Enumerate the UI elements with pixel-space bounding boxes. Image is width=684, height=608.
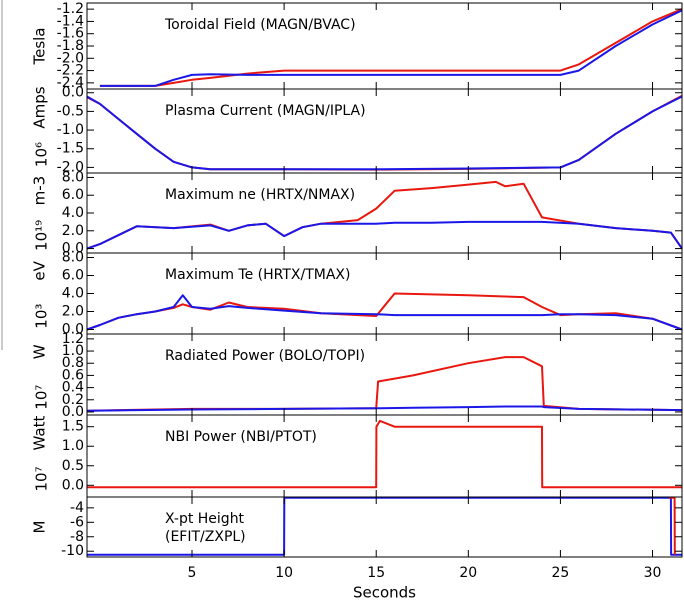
- y-tick-label: -1.2: [57, 1, 84, 17]
- y-tick-label: 1.5: [62, 419, 84, 435]
- y-tick-label: 0.0: [62, 85, 84, 101]
- y-tick-label: -2.0: [57, 159, 84, 175]
- y-axis-scale: 10⁷: [33, 466, 51, 491]
- y-axis-scale: 10⁶: [33, 142, 51, 167]
- y-tick-label: -6: [70, 514, 84, 530]
- y-axis-label: M: [31, 521, 49, 534]
- y-tick-label: 0.0: [62, 477, 84, 493]
- y-axis-label: Watt: [31, 416, 49, 451]
- y-tick-label: -1.0: [57, 122, 84, 138]
- series-line: [87, 419, 682, 489]
- series-line: [99, 9, 683, 87]
- series-line: [669, 496, 676, 555]
- y-tick-label: -0.5: [57, 103, 84, 119]
- panel-title: Radiated Power (BOLO/TOPI): [165, 348, 365, 364]
- y-axis-label: Tesla: [31, 27, 49, 65]
- series-line: [87, 496, 682, 556]
- x-tick-label: 15: [367, 565, 385, 581]
- series-line: [86, 292, 683, 331]
- y-axis-scale: 10⁷: [33, 385, 51, 410]
- x-axis-label: Seconds: [353, 584, 416, 602]
- panel-frame: [86, 2, 683, 90]
- y-tick-label: 6.0: [62, 187, 84, 203]
- y-tick-label: 0.0: [62, 322, 84, 338]
- y-tick-label: 4.0: [62, 286, 84, 302]
- panel-frame: [86, 172, 683, 254]
- y-tick-label: -1.8: [57, 38, 84, 54]
- panel-title: Maximum Te (HRTX/TMAX): [165, 267, 351, 283]
- panel-subtitle: (EFIT/ZXPL): [165, 529, 246, 545]
- y-tick-label: 0.2: [62, 392, 84, 408]
- panel-frame: [86, 496, 683, 558]
- y-tick-label: -1.4: [57, 13, 84, 29]
- y-axis-label: m-3: [31, 176, 49, 206]
- y-tick-label: -8: [70, 529, 84, 545]
- y-tick-label: 1.0: [62, 438, 84, 454]
- y-tick-label: 6.0: [62, 268, 84, 284]
- x-tick-label: 20: [459, 565, 477, 581]
- panel-title: Plasma Current (MAGN/IPLA): [165, 103, 366, 119]
- panel-frame: [86, 252, 683, 335]
- y-axis-scale: 10³: [33, 304, 51, 329]
- y-tick-label: -10: [61, 543, 84, 559]
- y-axis-scale: 10¹⁹: [33, 220, 51, 251]
- panel-frame: [86, 414, 683, 498]
- y-tick-label: 0.6: [62, 367, 84, 383]
- y-tick-label: 2.0: [62, 304, 84, 320]
- panel-title: NBI Power (NBI/PTOT): [165, 429, 317, 445]
- y-tick-label: -1.6: [57, 26, 84, 42]
- series-line: [99, 8, 683, 87]
- y-tick-label: -1.5: [57, 141, 84, 157]
- panel-frame: [86, 88, 683, 174]
- y-tick-label: 8.0: [62, 169, 84, 185]
- x-tick-label: 5: [188, 565, 197, 581]
- y-tick-label: 0.5: [62, 458, 84, 474]
- y-axis-label: W: [31, 344, 49, 359]
- series-line: [86, 95, 683, 171]
- y-tick-label: 4.0: [62, 205, 84, 221]
- y-tick-label: 0.0: [62, 241, 84, 257]
- y-axis-label: Amps: [31, 86, 49, 128]
- x-tick-label: 10: [275, 565, 293, 581]
- x-tick-label: 25: [552, 565, 570, 581]
- y-tick-label: -2.0: [57, 50, 84, 66]
- y-tick-label: 1.0: [62, 343, 84, 359]
- panel-title: Maximum ne (HRTX/NMAX): [165, 187, 355, 203]
- y-tick-label: 0.0: [62, 404, 84, 420]
- series-line: [86, 294, 683, 331]
- y-tick-label: -2.4: [57, 75, 84, 91]
- series-line: [86, 220, 683, 250]
- y-tick-label: 0.4: [62, 380, 84, 396]
- y-tick-label: 8.0: [62, 250, 84, 266]
- series-line: [86, 356, 683, 412]
- y-tick-label: 2.0: [62, 223, 84, 239]
- panel-frame: [86, 333, 683, 416]
- panel-title: X-pt Height: [165, 511, 245, 527]
- y-tick-label: 0.8: [62, 355, 84, 371]
- y-tick-label: 1.2: [62, 331, 84, 347]
- y-axis-label: eV: [31, 260, 49, 280]
- y-tick-label: -2.2: [57, 63, 84, 79]
- y-tick-label: -4: [70, 500, 84, 516]
- x-tick-label: 30: [644, 565, 662, 581]
- panel-title: Toroidal Field (MAGN/BVAC): [164, 17, 356, 33]
